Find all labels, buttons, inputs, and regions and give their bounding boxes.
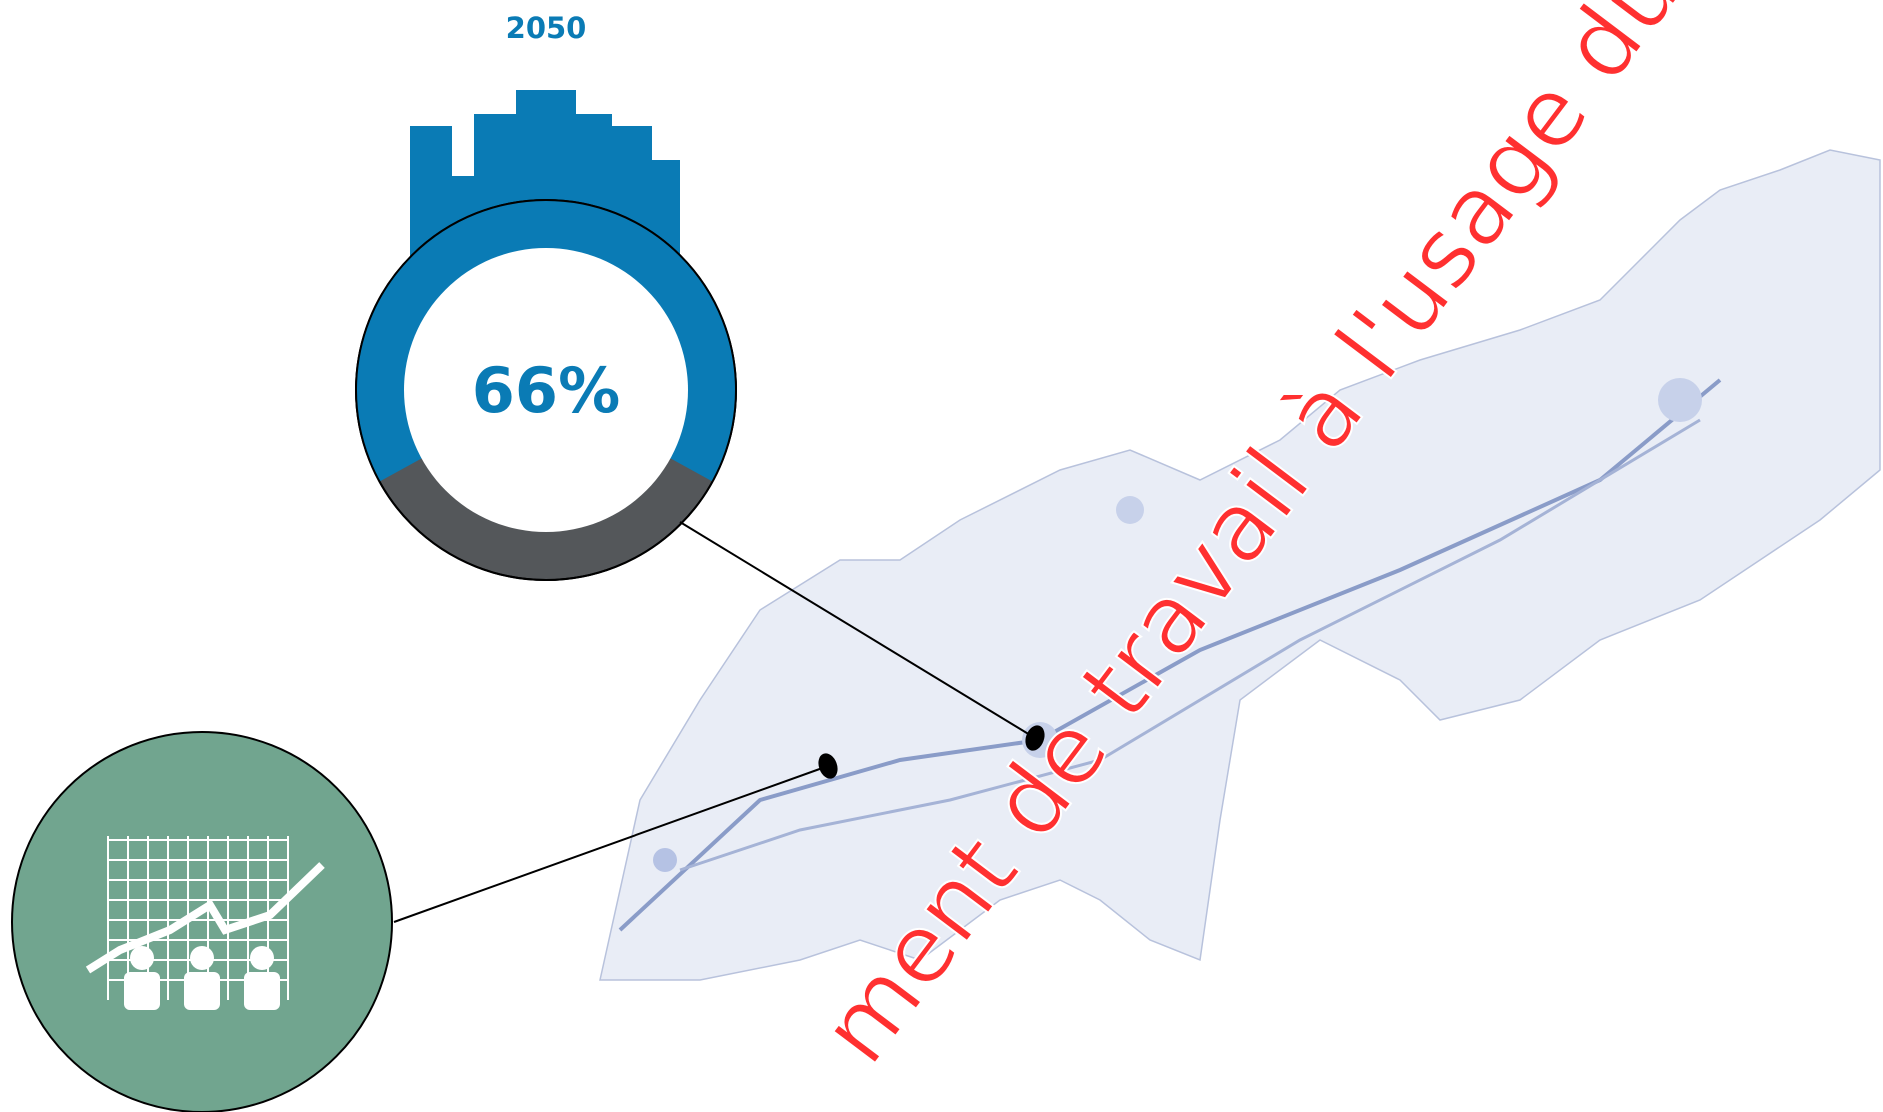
donut-hole <box>404 248 688 532</box>
donut-label: 66% <box>472 354 620 427</box>
donut: 66% <box>355 199 737 581</box>
chart-title: 2050 <box>506 11 587 45</box>
donut-outline <box>355 199 737 581</box>
connectors <box>393 521 1045 923</box>
growth-icon <box>11 731 393 1112</box>
